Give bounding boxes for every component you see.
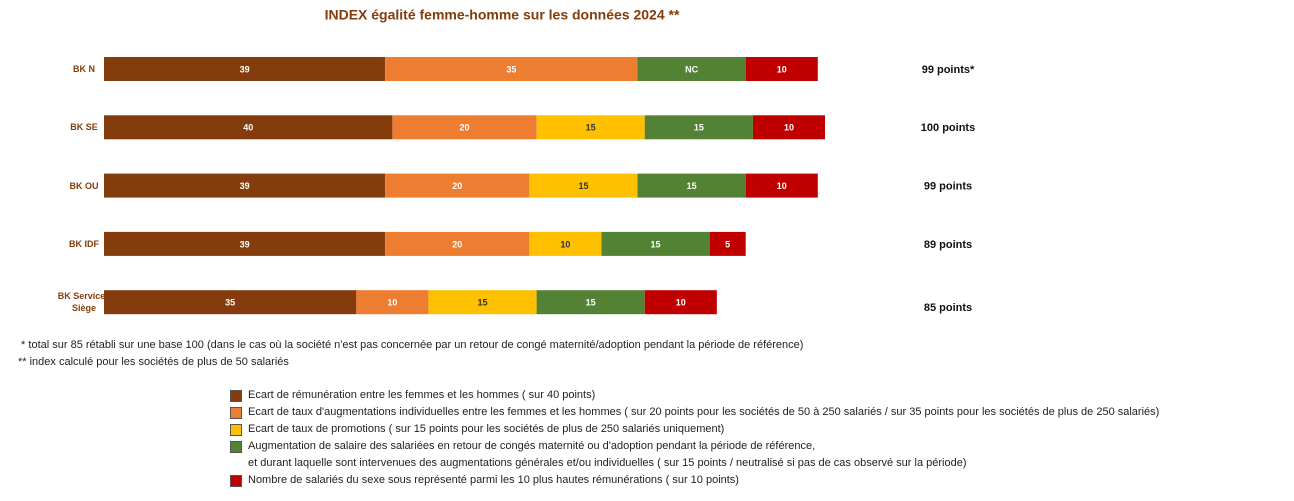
bar-segment: [104, 173, 386, 198]
bar-segment: [752, 115, 825, 140]
bar-segment: [637, 57, 746, 81]
value-label: 5: [725, 239, 730, 249]
y-tick-label: BK Services Siège: [57, 291, 111, 314]
bar-segment: [745, 173, 818, 198]
legend-swatch: [230, 390, 242, 402]
bar-segment: [104, 231, 386, 256]
footnote: * total sur 85 rétabli sur une base 100 …: [18, 339, 804, 351]
legend-item: Ecart de taux d'augmentations individuel…: [230, 406, 1160, 421]
value-label: 39: [240, 64, 250, 74]
value-label: 15: [687, 181, 697, 191]
bar-segment: [356, 290, 429, 315]
legend-label: Augmentation de salaire des salariées en…: [248, 440, 967, 469]
bar-segment: [536, 290, 645, 315]
bar-segment: [536, 115, 645, 140]
value-label: 10: [784, 123, 794, 133]
value-label: NC: [685, 64, 698, 74]
chart-title: INDEX égalité femme-homme sur les donnée…: [325, 7, 680, 23]
legend-swatch: [230, 441, 242, 453]
value-label: 15: [578, 181, 588, 191]
legend-swatch: [230, 424, 242, 436]
value-label: 20: [459, 123, 469, 133]
value-label: 39: [240, 239, 250, 249]
y-tick-label: BK SE: [70, 122, 98, 133]
bar-segment: [644, 115, 753, 140]
value-label: 15: [586, 123, 596, 133]
value-label: 40: [243, 123, 253, 133]
value-label: 10: [560, 239, 570, 249]
bar-segment: [644, 290, 717, 315]
bar-segment: [745, 57, 818, 81]
footnote: ** index calculé pour les sociétés de pl…: [18, 356, 289, 368]
bar-segment: [428, 290, 537, 315]
bar-segment: [385, 57, 638, 81]
value-label: 35: [225, 298, 235, 308]
total-label: 99 points: [924, 181, 972, 193]
legend-item: Ecart de taux de promotions ( sur 15 poi…: [230, 423, 725, 438]
legend-swatch: [230, 475, 242, 487]
legend-item: Augmentation de salaire des salariées en…: [230, 440, 967, 472]
bar-segment: [601, 231, 710, 256]
value-label: 10: [676, 298, 686, 308]
legend-label: Ecart de taux d'augmentations individuel…: [248, 406, 1160, 418]
legend-label: Ecart de taux de promotions ( sur 15 poi…: [248, 423, 725, 435]
legend-item: Nombre de salariés du sexe sous représen…: [230, 474, 739, 489]
legend-swatch: [230, 407, 242, 419]
bar-segment: [529, 173, 638, 198]
bar-segment: [104, 290, 357, 315]
bar-segment: [709, 231, 746, 256]
total-label: 100 points: [921, 122, 975, 134]
total-label: 99 points*: [922, 64, 975, 76]
value-label: 20: [452, 181, 462, 191]
bar-segment: [385, 231, 530, 256]
y-tick-label: BK N: [73, 64, 95, 74]
value-label: 35: [506, 64, 516, 74]
bar-segment: [392, 115, 537, 140]
legend-label: Nombre de salariés du sexe sous représen…: [248, 474, 739, 486]
value-label: 10: [777, 181, 787, 191]
y-tick-label: BK OU: [69, 180, 99, 191]
total-label: 85 points: [924, 302, 972, 314]
value-label: 15: [586, 298, 596, 308]
value-label: 10: [387, 298, 397, 308]
value-label: 20: [452, 239, 462, 249]
bar-segment: [529, 231, 602, 256]
value-label: 10: [777, 64, 787, 74]
legend-label: Ecart de rémunération entre les femmes e…: [248, 389, 596, 401]
bar-segment: [637, 173, 746, 198]
value-label: 39: [240, 181, 250, 191]
y-tick-label: BK IDF: [69, 238, 99, 249]
bar-segment: [104, 115, 393, 140]
value-label: 15: [478, 298, 488, 308]
legend-item: Ecart de rémunération entre les femmes e…: [230, 389, 596, 404]
bar-segment: [104, 57, 386, 81]
value-label: 15: [651, 239, 661, 249]
total-label: 89 points: [924, 239, 972, 251]
value-label: 15: [694, 123, 704, 133]
bar-segment: [385, 173, 530, 198]
